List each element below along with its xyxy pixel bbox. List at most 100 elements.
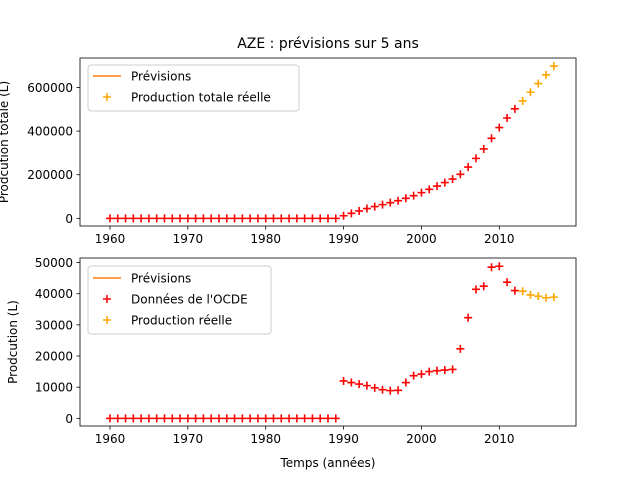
top-series-2-point [394,196,403,205]
top-series-2-point [261,214,270,223]
top-plot-frame [79,57,577,227]
top-series-2-point [464,163,473,172]
bottom-series-1-point [456,344,465,353]
top-series-2-point [362,204,371,213]
top-legend-actual-swatch [103,93,111,101]
top-series-2-point [324,214,332,223]
top-x-tick-label: 1970 [173,232,204,246]
top-series-2-point [105,214,114,223]
top-y-tick-label: 600000 [27,81,73,95]
top-y-tick-label: 200000 [27,168,73,182]
bottom-series-1-point [487,263,496,272]
bottom-subplot: Prodcution (L) Temps (années) 1960 1970 19… [6,256,577,470]
top-y-tick-label: 400000 [27,125,73,139]
bottom-x-tick-label: 2000 [406,432,437,446]
top-legend-forecast-label: Prévisions [131,70,191,84]
bottom-series-1-point [113,414,122,423]
bottom-series-1-point [378,385,387,394]
bottom-y-tick-label: 30000 [35,318,73,332]
bottom-data-marks [105,262,558,423]
top-series-2-point [246,214,255,223]
bottom-series-1-point [370,383,379,392]
top-legend-actual-label: Production totale réelle [131,91,271,105]
bottom-series-1-point [386,386,395,395]
bottom-series-1-point [277,414,286,423]
top-y-axis-label: Prodcution totale (L) [0,81,11,203]
bottom-x-tick-label: 1990 [328,432,359,446]
top-series-2-point [277,214,286,223]
bottom-x-tick-label: 1970 [173,432,204,446]
bottom-series-1-point [510,286,519,295]
top-series-2-point [285,214,294,223]
bottom-series-1-point [464,313,473,322]
top-series-2-point [199,214,208,223]
top-series-2-point [479,144,488,153]
bottom-series-1-point [152,414,161,423]
bottom-legend-box [87,265,272,335]
bottom-series-1-point [300,414,309,423]
top-series-2-point [214,214,223,223]
bottom-series-1-point [121,414,130,423]
bottom-y-tick-label: 50000 [35,256,73,270]
bottom-series-1-point [433,366,442,375]
bottom-series-1-point [448,365,457,374]
top-series-2-point [386,198,395,207]
top-series-2-point [495,123,504,132]
top-series-1-point [549,62,558,71]
bottom-series-1-point [222,414,231,423]
top-x-tick-label: 2000 [406,232,437,246]
bottom-legend: Prévisions Données de l'OCDE Production … [87,265,272,335]
top-series-2-point [510,104,519,113]
top-series-2-point [487,134,496,143]
bottom-series-1-point [105,414,114,423]
bottom-legend-oecd-swatch [103,295,111,303]
top-series-2-point [401,194,410,203]
top-series-2-point [144,214,153,223]
top-chart-title: AZE : prévisions sur 5 ans [237,36,419,52]
top-series-2-point [433,182,442,191]
top-series-2-point [137,214,146,223]
top-series-2-point [331,214,340,223]
top-series-2-point [230,214,239,223]
bottom-series-1-point [214,414,223,423]
bottom-series-1-point [401,378,410,387]
top-series-2-point [238,214,247,223]
bottom-legend-forecast-label: Prévisions [131,272,191,286]
top-series-2-point [129,214,138,223]
bottom-series-1-point [207,414,216,423]
bottom-series-1-point [362,381,371,390]
bottom-series-1-point [160,414,169,423]
bottom-series-1-point [394,386,403,395]
top-series-2-point [253,214,262,223]
bottom-series-1-point [292,414,301,423]
top-series-2-point [207,214,216,223]
top-series-2-point [308,214,317,223]
bottom-series-1-point [425,367,434,376]
top-series-2-point [370,202,379,211]
bottom-series-1-point [471,285,480,294]
top-series-1-point [534,79,543,88]
bottom-series-1-point [339,376,348,385]
bottom-series-1-point [479,282,488,291]
bottom-x-tick-label: 2010 [484,432,515,446]
top-series-2-point [448,175,457,184]
bottom-series-1-point [355,380,364,389]
bottom-x-tick-label: 1980 [250,432,281,446]
top-series-2-point [191,214,200,223]
top-legend-box [87,64,300,112]
top-series-2-point [417,188,426,197]
bottom-series-1-point [253,414,262,423]
bottom-axis-ticks: 1960 1970 1980 1990 2000 2010 0 10000 20000 30000… [35,256,515,446]
bottom-series-1-point [176,414,185,423]
top-series-2-point [503,114,512,122]
top-series-2-point [425,185,434,194]
bottom-series-1-point [191,414,200,423]
bottom-x-axis-label: Temps (années) [280,456,376,470]
bottom-series-1-point [144,414,153,423]
bottom-series-1-point [324,414,332,423]
bottom-series-2-point [526,290,535,299]
top-series-2-point [113,214,122,223]
bottom-series-1-point [409,371,418,380]
bottom-series-2-point [518,287,527,296]
top-x-tick-label: 1960 [95,232,126,246]
